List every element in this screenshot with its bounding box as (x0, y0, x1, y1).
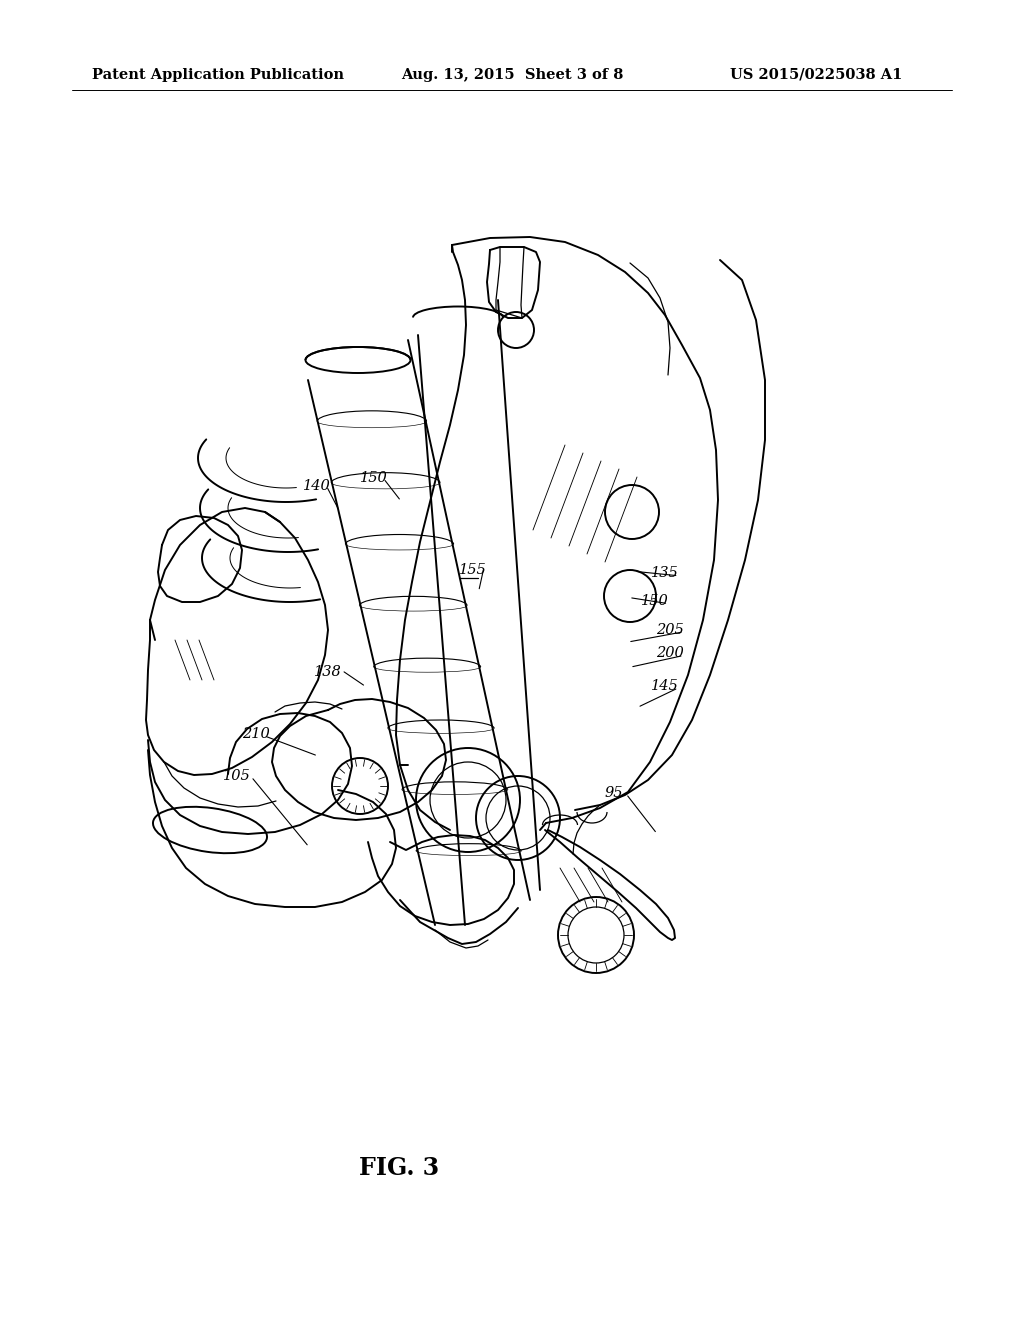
Text: 205: 205 (656, 623, 684, 636)
Text: Patent Application Publication: Patent Application Publication (92, 69, 344, 82)
Text: 210: 210 (242, 727, 269, 741)
Text: 138: 138 (314, 665, 342, 678)
Text: 145: 145 (651, 680, 679, 693)
Text: FIG. 3: FIG. 3 (359, 1156, 439, 1180)
Text: 105: 105 (223, 770, 251, 783)
Text: US 2015/0225038 A1: US 2015/0225038 A1 (730, 69, 902, 82)
Text: 150: 150 (360, 471, 388, 484)
Text: 135: 135 (651, 566, 679, 579)
Ellipse shape (305, 347, 411, 374)
Text: 95: 95 (604, 787, 623, 800)
Text: 155: 155 (459, 564, 486, 577)
Text: 200: 200 (656, 647, 684, 660)
Text: 150: 150 (641, 594, 669, 607)
Text: 140: 140 (303, 479, 331, 492)
Text: Aug. 13, 2015  Sheet 3 of 8: Aug. 13, 2015 Sheet 3 of 8 (400, 69, 624, 82)
